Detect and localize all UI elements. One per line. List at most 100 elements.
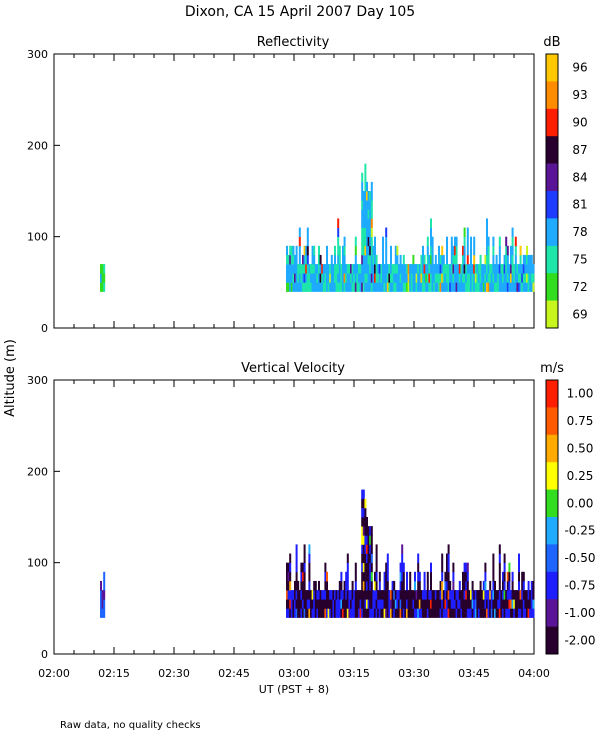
- panel1-echo-cell: [505, 236, 508, 247]
- panel2-echo-cell: [484, 580, 487, 591]
- panel1-echo-cell: [362, 236, 365, 247]
- panel2-echo-cell: [497, 608, 500, 618]
- panel1-echo-cell: [385, 282, 388, 292]
- colorbar1-swatch: [546, 54, 558, 82]
- panel1-echo-cell: [452, 245, 455, 256]
- panel2-echo-cell: [519, 608, 522, 618]
- panel2-echo-cell: [361, 608, 364, 618]
- panel1-echo-cell: [390, 254, 392, 265]
- panel2-echo-cell: [521, 571, 524, 582]
- panel2-echo-cell: [354, 562, 357, 573]
- panel1-echo-cell: [302, 264, 304, 274]
- panel2-echo-cell: [350, 599, 352, 609]
- panel2-echo-cell: [361, 517, 364, 527]
- colorbar2-tick-label: 1.00: [567, 387, 594, 401]
- panel1-echo-cell: [428, 254, 431, 265]
- panel1-echo-cell: [334, 282, 336, 292]
- panel1-echo-cell: [514, 264, 517, 274]
- panel1-echo-cell: [305, 254, 308, 265]
- panel1-echo-cell: [522, 254, 525, 265]
- panel1-echo-cell: [438, 282, 440, 292]
- panel1-echo-cell: [494, 264, 496, 274]
- panel2-echo-cell: [492, 580, 495, 591]
- panel2-echo-cell: [527, 590, 530, 600]
- panel1-echo-cell: [508, 282, 511, 292]
- panel1-echo-cell: [298, 264, 301, 274]
- panel1-echo-cell: [506, 273, 509, 283]
- panel1-echo-cell: [473, 264, 476, 274]
- panel2-echo-cell: [428, 590, 431, 600]
- panel2-echo-cell: [298, 590, 301, 600]
- panel1-echo-cell: [511, 254, 514, 265]
- panel2-echo-cell: [340, 599, 343, 609]
- panel2-echo-cell: [300, 608, 303, 618]
- panel1-echo-cell: [396, 282, 399, 292]
- panel1-echo-cell: [361, 236, 364, 247]
- panel1-echo-cell: [516, 282, 519, 292]
- panel2-echo-cell: [426, 590, 429, 600]
- panel2-echo-cell: [503, 571, 506, 582]
- panel2-echo-cell: [474, 590, 477, 600]
- panel2-echo-cell: [103, 608, 106, 618]
- panel1-echo-cell: [423, 273, 426, 283]
- panel1-echo-cell: [302, 282, 304, 292]
- panel2-echo-cell: [289, 590, 292, 600]
- panel1-echo-cell: [374, 236, 376, 247]
- panel2-echo-cell: [345, 580, 348, 591]
- panel1-echo-cell: [370, 236, 373, 247]
- figure-title: Dixon, CA 15 April 2007 Day 105: [185, 4, 415, 20]
- panel2-echo-cell: [434, 590, 437, 600]
- panel2-echo-cell: [502, 599, 504, 609]
- panel1-echo-cell: [492, 264, 495, 274]
- colorbar1-swatch: [546, 81, 558, 110]
- panel2-echo-cell: [446, 553, 448, 564]
- panel2-echo-cell: [353, 590, 356, 600]
- panel2-echo-cell: [388, 599, 391, 609]
- panel1-echo-cell: [364, 245, 367, 256]
- panel2-echo-cell: [359, 599, 362, 609]
- panel2-echo-cell: [361, 599, 364, 609]
- panel2-echo-cell: [358, 599, 360, 609]
- panel2-echo-cell: [308, 553, 311, 564]
- panel1-echo-cell: [364, 282, 367, 292]
- panel1-echo-cell: [306, 236, 309, 247]
- panel1-echo-cell: [374, 264, 376, 274]
- panel1-echo-cell: [318, 264, 320, 274]
- panel2-echo-cell: [366, 517, 368, 527]
- panel1-echo-cell: [481, 264, 484, 274]
- panel2-echo-cell: [380, 599, 383, 609]
- panel2-echo-cell: [399, 608, 402, 618]
- panel1-echo-cell: [306, 254, 309, 265]
- panel2-echo-cell: [444, 599, 447, 609]
- panel2-echo-cell: [330, 599, 333, 609]
- panel1-echo-cell: [374, 254, 376, 265]
- panel1-echo-cell: [527, 254, 530, 265]
- panel1-echo-cell: [340, 273, 343, 283]
- panel2-echo-cell: [522, 571, 525, 582]
- panel2-echo-cell: [526, 599, 528, 609]
- panel2-echo-cell: [367, 562, 370, 573]
- panel1-echo-cell: [314, 273, 317, 283]
- panel1-echo-cell: [330, 273, 333, 283]
- panel1-echo-cell: [438, 245, 440, 256]
- panel1-echo-cell: [430, 273, 432, 283]
- panel1-echo-cell: [494, 282, 496, 292]
- panel2-echo-cell: [494, 580, 496, 591]
- panel2-echo-cell: [295, 590, 298, 600]
- panel2-echo-cell: [511, 599, 514, 609]
- panel1-echo-cell: [366, 264, 368, 274]
- panel1-echo-cell: [316, 282, 319, 292]
- panel2-echo-cell: [527, 608, 530, 618]
- panel1-echo-cell: [386, 264, 389, 274]
- panel2-echo-cell: [364, 553, 367, 564]
- panel2-echo-cell: [463, 562, 466, 573]
- panel2-echo-cell: [484, 562, 487, 573]
- panel1-echo-cell: [372, 245, 375, 256]
- panel2-echo-cell: [471, 599, 474, 609]
- panel1-echo-cell: [426, 245, 429, 256]
- panel2-echo-cell: [380, 590, 383, 600]
- panel1-echo-cell: [369, 209, 372, 219]
- panel2-echo-cell: [334, 599, 336, 609]
- panel1-echo-cell: [471, 282, 474, 292]
- panel1-echo-cell: [487, 282, 490, 292]
